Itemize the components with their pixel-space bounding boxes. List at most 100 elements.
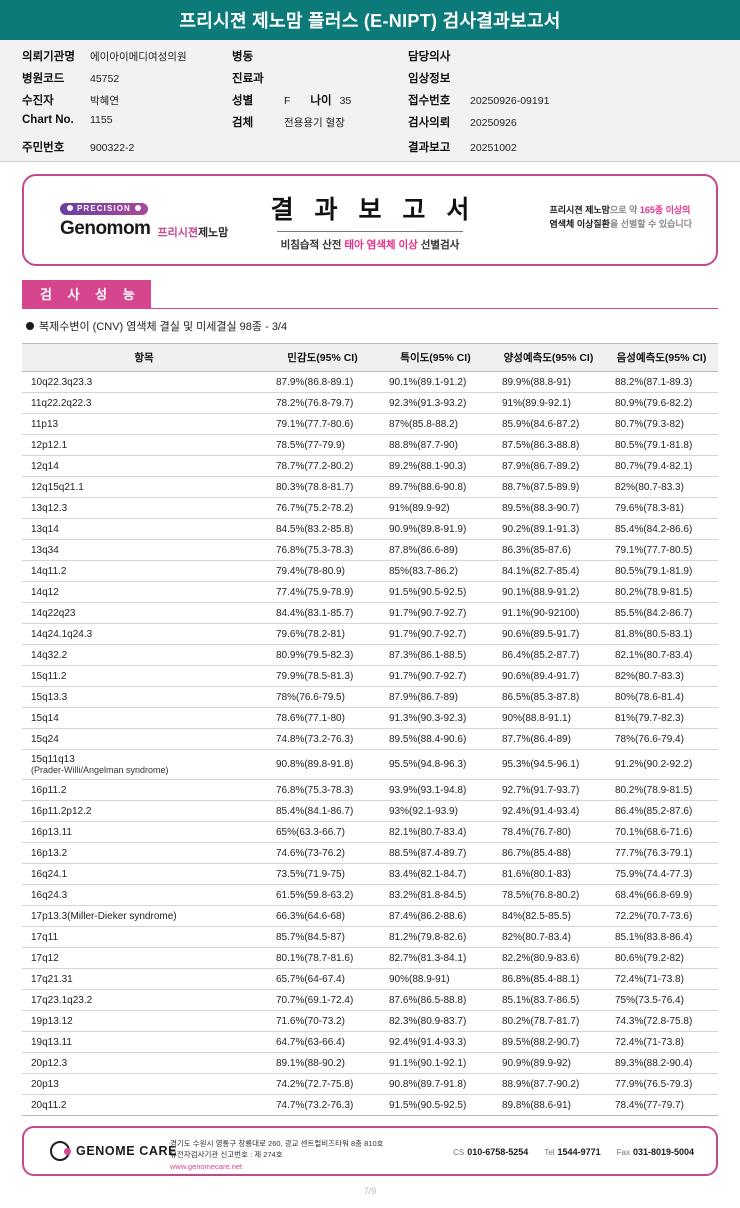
cell-item: 17q11 [22,926,266,948]
info-label: 의뢰기관명 [22,51,75,63]
cell-sensitivity: 74.8%(73.2-76.3) [266,728,379,750]
cell-npv: 75.9%(74.4-77.3) [605,863,718,885]
cell-ppv: 88.7%(87.5-89.9) [492,476,605,498]
cell-item: 10q22.3q23.3 [22,371,266,393]
cell-specificity: 95.5%(94.8-96.3) [379,749,492,780]
cell-ppv: 89.9%(88.8-91) [492,371,605,393]
info-field-specimen: 검체 전용용기 혈장 [232,114,412,139]
info-value: 20250926-09191 [470,95,550,107]
cell-npv: 78.4%(77-79.7) [605,1094,718,1116]
contact-fax-number: 031-8019-5004 [632,1147,694,1157]
table-row: 13q12.3 76.7%(75.2-78.2) 91%(89.9-92) 89.5%… [22,497,718,519]
genomom-brand-block: PRECISION Genomom 프리시젼제노맘 [60,198,228,240]
cell-npv: 72.2%(70.7-73.6) [605,905,718,927]
cell-sensitivity: 65%(63.3-66.7) [266,821,379,843]
info-field-ward: 병동 [232,48,412,70]
cell-item: 17q23.1q23.2 [22,989,266,1011]
cell-sensitivity: 74.7%(73.2-76.3) [266,1094,379,1116]
cell-sensitivity: 85.4%(84.1-86.7) [266,800,379,822]
cell-npv: 78%(76.6-79.4) [605,728,718,750]
table-row: 16q24.1 73.5%(71.9-75) 83.4%(82.1-84.7) 81.… [22,863,718,885]
cell-item: 14q12 [22,581,266,603]
info-label: 병원코드 [22,73,65,85]
genome-care-logo: GENOME CARE [50,1141,177,1161]
cell-ppv: 89.8%(88.6-91) [492,1094,605,1116]
info-value-sex: F [284,95,291,107]
cell-npv: 79.6%(78.3-81) [605,497,718,519]
cell-npv: 85.5%(84.2-86.7) [605,602,718,624]
cell-item: 15q24 [22,728,266,750]
cell-specificity: 91.1%(90.1-92.1) [379,1052,492,1074]
table-row: 13q14 84.5%(83.2-85.8) 90.9%(89.8-91.9) 90.… [22,518,718,540]
cell-npv: 74.3%(72.8-75.8) [605,1010,718,1032]
cell-ppv: 86.8%(85.4-88.1) [492,968,605,990]
cell-ppv: 90.6%(89.4-91.7) [492,665,605,687]
cell-specificity: 87.9%(86.7-89) [379,686,492,708]
cell-ppv: 85.9%(84.6-87.2) [492,413,605,435]
info-field-patient-name: 수진자 박혜연 [22,92,232,114]
contact-cs-number: 010-6758-5254 [467,1147,529,1157]
cell-npv: 72.4%(71-73.8) [605,968,718,990]
info-field-doctor: 담당의사 [408,48,728,70]
section-heading: 검 사 성 능 [22,280,151,308]
cell-npv: 85.1%(83.8-86.4) [605,926,718,948]
company-address: 경기도 수원시 영통구 창룡대로 260, 광교 센트럴비즈타워 8층 810호… [170,1138,384,1172]
info-field-chart-no: Chart No. 1155 [22,114,232,139]
cell-specificity: 90.8%(89.7-91.8) [379,1073,492,1095]
cell-npv: 70.1%(68.6-71.6) [605,821,718,843]
cell-ppv: 86.3%(85-87.6) [492,539,605,561]
table-row: 15q11.2 79.9%(78.5-81.3) 91.7%(90.7-92.7) 9… [22,665,718,687]
contact-tel: Tel 1544-9771 [544,1147,600,1157]
cell-specificity: 81.2%(79.8-82.6) [379,926,492,948]
column-header-npv: 음성예측도(95% CI) [605,343,718,372]
info-value: 20250926 [470,117,517,129]
cell-specificity: 90.1%(89.1-91.2) [379,371,492,393]
report-card-tagline: 프리시젼 제노맘으로 약 165종 이상의 염색체 이상질환을 선별할 수 있습… [550,204,693,232]
contact-cs: CS 010-6758-5254 [453,1147,528,1157]
table-row: 12q15q21.1 80.3%(78.8-81.7) 89.7%(88.6-90.… [22,476,718,498]
cell-specificity: 93%(92.1-93.9) [379,800,492,822]
cell-ppv: 91%(89.9-92.1) [492,392,605,414]
column-header-ppv: 양성예측도(95% CI) [492,343,605,372]
cell-ppv: 87.7%(86.4-89) [492,728,605,750]
cell-ppv: 92.4%(91.4-93.4) [492,800,605,822]
cell-item: 13q12.3 [22,497,266,519]
cell-sensitivity: 74.2%(72.7-75.8) [266,1073,379,1095]
cell-item: 13q14 [22,518,266,540]
cell-ppv: 87.5%(86.3-88.8) [492,434,605,456]
cell-specificity: 91.5%(90.5-92.5) [379,581,492,603]
cell-item: 16p13.11 [22,821,266,843]
cell-sensitivity: 78.5%(77-79.9) [266,434,379,456]
table-row: 16q24.3 61.5%(59.8-63.2) 83.2%(81.8-84.5) 7… [22,884,718,906]
cell-sensitivity: 76.8%(75.3-78.3) [266,779,379,801]
cell-ppv: 86.7%(85.4-88) [492,842,605,864]
contact-info: CS 010-6758-5254 Tel 1544-9771 Fax 031-8019… [453,1147,694,1157]
cell-specificity: 92.4%(91.4-93.3) [379,1031,492,1053]
address-line-1: 경기도 수원시 영통구 창룡대로 260, 광교 센트럴비즈타워 8층 810호 [170,1139,384,1148]
cell-sensitivity: 77.4%(75.9-78.9) [266,581,379,603]
cell-ppv: 78.4%(76.7-80) [492,821,605,843]
cell-npv: 77.9%(76.5-79.3) [605,1073,718,1095]
cell-item: 13q34 [22,539,266,561]
info-label: 검체 [232,117,254,129]
table-row: 16p13.11 65%(63.3-66.7) 82.1%(80.7-83.4) 78… [22,821,718,843]
contact-tel-label: Tel [544,1148,555,1157]
cell-sensitivity: 74.6%(73-76.2) [266,842,379,864]
cell-npv: 68.4%(66.8-69.9) [605,884,718,906]
cell-specificity: 89.2%(88.1-90.3) [379,455,492,477]
cell-ppv: 88.9%(87.7-90.2) [492,1073,605,1095]
info-label: 수진자 [22,95,54,107]
cell-item: 15q13.3 [22,686,266,708]
tagline-line1-light: 으로 약 [609,205,640,215]
page-title: 프리시젼 제노맘 플러스 (E-NIPT) 검사결과보고서 [179,11,561,31]
cell-item: 19p13.12 [22,1010,266,1032]
dot-left-icon [67,205,73,211]
cell-specificity: 83.2%(81.8-84.5) [379,884,492,906]
cell-specificity: 87.8%(86.6-89) [379,539,492,561]
info-field-resident-no: 주민번호 900322-2 [22,139,232,161]
table-row: 16p11.2p12.2 85.4%(84.1-86.7) 93%(92.1-93.… [22,800,718,822]
cell-sensitivity: 73.5%(71.9-75) [266,863,379,885]
company-website-link[interactable]: www.genomecare.net [170,1161,243,1171]
table-row: 14q32.2 80.9%(79.5-82.3) 87.3%(86.1-88.5) 8… [22,644,718,666]
cell-ppv: 82%(80.7-83.4) [492,926,605,948]
